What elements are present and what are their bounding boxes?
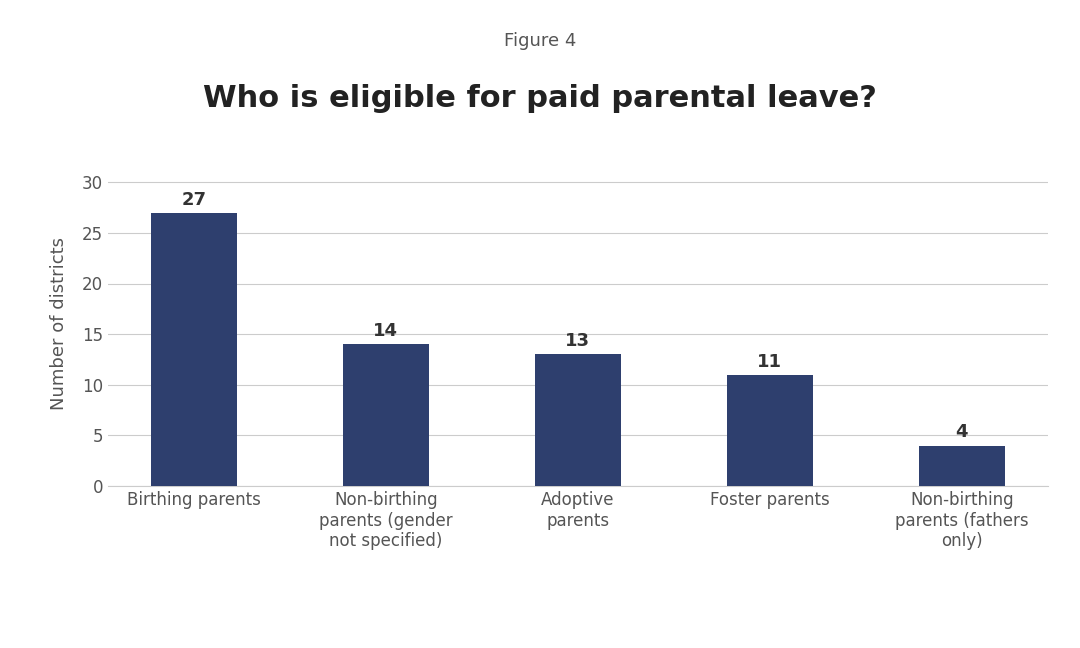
Bar	[918, 446, 1004, 486]
Text: 13: 13	[565, 332, 591, 351]
Bar	[342, 344, 429, 486]
Text: Who is eligible for paid parental leave?: Who is eligible for paid parental leave?	[203, 84, 877, 113]
Bar	[535, 354, 621, 486]
Bar	[727, 375, 813, 486]
Text: 4: 4	[956, 423, 968, 441]
Text: 27: 27	[181, 191, 206, 209]
Text: 14: 14	[374, 322, 399, 340]
Bar	[151, 213, 238, 486]
Text: Figure 4: Figure 4	[503, 32, 577, 51]
Y-axis label: Number of districts: Number of districts	[50, 238, 68, 410]
Text: 11: 11	[757, 353, 782, 371]
